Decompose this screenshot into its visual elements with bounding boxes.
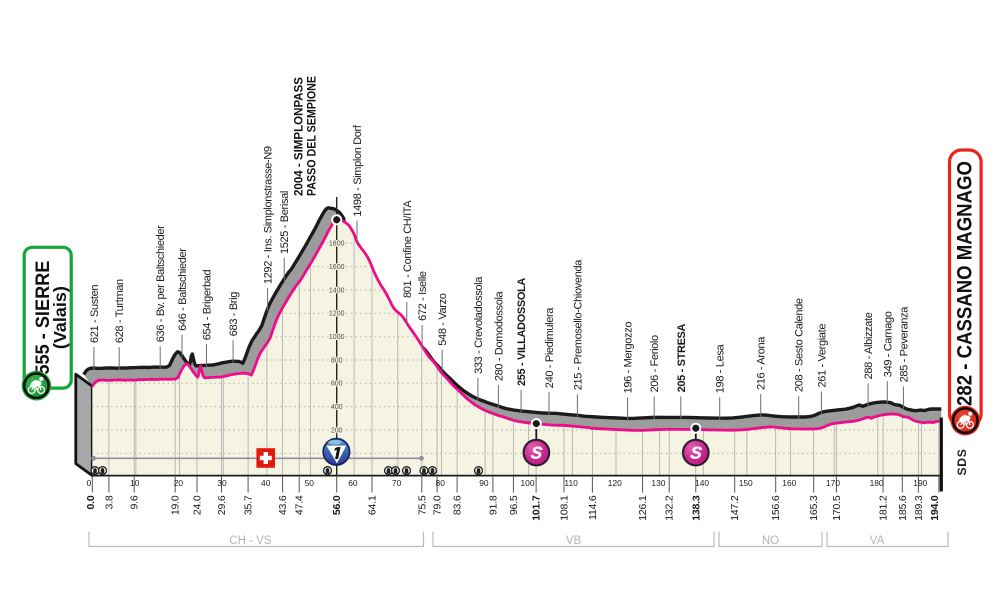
svg-text:110: 110 <box>564 478 578 488</box>
svg-text:35.7: 35.7 <box>243 495 255 515</box>
svg-text:240 - Piedimulera: 240 - Piedimulera <box>544 307 556 388</box>
svg-text:600: 600 <box>331 381 343 388</box>
svg-text:150: 150 <box>739 478 753 488</box>
svg-text:208 - Sesto Calende: 208 - Sesto Calende <box>794 298 806 392</box>
svg-text:181.2: 181.2 <box>878 495 890 521</box>
svg-text:196 - Mergozzo: 196 - Mergozzo <box>623 322 635 394</box>
svg-text:NO: NO <box>762 535 779 547</box>
svg-text:PASSO DEL SEMPIONE: PASSO DEL SEMPIONE <box>305 76 319 196</box>
svg-text:1600: 1600 <box>329 264 345 271</box>
svg-text:801 - Confine CH/ITA: 801 - Confine CH/ITA <box>402 200 414 298</box>
svg-text:30: 30 <box>217 478 227 488</box>
svg-text:621 - Susten: 621 - Susten <box>89 285 101 343</box>
svg-text:216 - Arona: 216 - Arona <box>756 336 768 390</box>
svg-text:180: 180 <box>870 478 884 488</box>
svg-text:654 - Brigerbad: 654 - Brigerbad <box>202 269 214 340</box>
svg-text:19.0: 19.0 <box>170 495 182 515</box>
svg-text:170.5: 170.5 <box>831 495 843 521</box>
svg-text:120: 120 <box>608 478 622 488</box>
svg-text:548 - Varzo: 548 - Varzo <box>437 293 449 345</box>
svg-text:282 - CASSANO MAGNAGO: 282 - CASSANO MAGNAGO <box>954 161 977 406</box>
svg-text:108.1: 108.1 <box>559 495 571 521</box>
svg-text:1292 - Ins. Simplonstrasse-N9: 1292 - Ins. Simplonstrasse-N9 <box>263 146 275 284</box>
svg-text:130: 130 <box>651 478 665 488</box>
svg-text:138.3: 138.3 <box>690 495 702 521</box>
svg-text:400: 400 <box>331 404 343 411</box>
svg-text:215 - Premosello-Chiovenda: 215 - Premosello-Chiovenda <box>572 259 584 391</box>
svg-text:1400: 1400 <box>329 287 345 294</box>
svg-text:198 - Lesa: 198 - Lesa <box>715 343 727 393</box>
svg-text:2004 - SIMPLONPASS: 2004 - SIMPLONPASS <box>292 77 306 196</box>
svg-text:628 - Turtman: 628 - Turtman <box>114 279 126 343</box>
svg-text:0: 0 <box>87 478 92 488</box>
svg-text:20: 20 <box>174 478 184 488</box>
svg-text:SDS: SDS <box>955 449 969 476</box>
svg-text:10: 10 <box>130 478 140 488</box>
svg-text:683 - Brig: 683 - Brig <box>228 292 240 336</box>
svg-text:636 - Bv. per Baltschieder: 636 - Bv. per Baltschieder <box>155 225 167 342</box>
svg-text:1000: 1000 <box>329 334 345 341</box>
svg-text:0.0: 0.0 <box>85 495 97 509</box>
svg-text:114.6: 114.6 <box>587 495 599 520</box>
svg-text:800: 800 <box>331 357 343 364</box>
svg-text:140: 140 <box>695 478 709 488</box>
svg-text:288 - Albizzate: 288 - Albizzate <box>863 312 875 379</box>
svg-text:9.6: 9.6 <box>129 495 141 509</box>
svg-text:1498 - Simplon Dorf: 1498 - Simplon Dorf <box>352 124 364 216</box>
svg-text:(Valais): (Valais) <box>50 286 70 349</box>
svg-text:205 - STRESA: 205 - STRESA <box>676 323 688 392</box>
svg-text:79.0: 79.0 <box>432 495 444 515</box>
svg-text:CH - VS: CH - VS <box>229 535 272 547</box>
svg-text:VA: VA <box>870 535 885 547</box>
svg-text:70: 70 <box>392 478 402 488</box>
svg-text:132.2: 132.2 <box>664 495 676 521</box>
svg-text:285 - Peveranza: 285 - Peveranza <box>898 306 910 383</box>
svg-text:190: 190 <box>913 478 927 488</box>
svg-text:80: 80 <box>436 478 446 488</box>
svg-text:96.5: 96.5 <box>508 495 520 515</box>
svg-text:83.6: 83.6 <box>452 495 464 515</box>
svg-text:156.6: 156.6 <box>770 495 782 521</box>
svg-text:50: 50 <box>305 478 315 488</box>
svg-text:206 - Feriolo: 206 - Feriolo <box>649 335 661 392</box>
svg-text:S: S <box>530 444 544 463</box>
svg-text:29.6: 29.6 <box>216 495 228 515</box>
svg-text:646 - Baltschieder: 646 - Baltschieder <box>177 248 189 331</box>
svg-text:160: 160 <box>782 478 796 488</box>
svg-text:91.8: 91.8 <box>487 495 499 515</box>
svg-text:200: 200 <box>331 427 343 434</box>
svg-text:333 - Crevoladossola: 333 - Crevoladossola <box>473 276 485 374</box>
svg-text:185.6: 185.6 <box>897 495 909 521</box>
svg-text:S: S <box>689 444 703 463</box>
svg-text:165.3: 165.3 <box>808 495 820 521</box>
svg-text:194.0: 194.0 <box>929 495 941 521</box>
svg-text:672 - Iselle: 672 - Iselle <box>417 271 429 321</box>
svg-text:1525 - Berisal: 1525 - Berisal <box>279 191 291 254</box>
svg-text:100: 100 <box>521 478 535 488</box>
svg-text:3.8: 3.8 <box>103 495 115 509</box>
svg-text:1200: 1200 <box>329 311 345 318</box>
svg-text:280 - Domodossola: 280 - Domodossola <box>493 290 505 381</box>
svg-text:101.7: 101.7 <box>531 495 543 521</box>
svg-text:24.0: 24.0 <box>192 495 204 515</box>
svg-text:VB: VB <box>566 535 582 547</box>
svg-text:170: 170 <box>826 478 840 488</box>
svg-text:75.5: 75.5 <box>416 495 428 515</box>
svg-text:56.0: 56.0 <box>331 495 343 515</box>
svg-text:255 - VILLADOSSOLA: 255 - VILLADOSSOLA <box>516 278 528 386</box>
svg-text:43.6: 43.6 <box>277 495 289 515</box>
svg-text:60: 60 <box>348 478 358 488</box>
svg-text:261 - Vergiate: 261 - Vergiate <box>816 324 828 388</box>
svg-text:47.4: 47.4 <box>294 495 306 515</box>
svg-text:40: 40 <box>261 478 271 488</box>
svg-text:555 - SIERRE: 555 - SIERRE <box>32 261 54 375</box>
svg-text:126.1: 126.1 <box>637 495 649 521</box>
svg-text:90: 90 <box>479 478 489 488</box>
svg-text:64.1: 64.1 <box>367 495 379 515</box>
svg-text:1800: 1800 <box>329 241 345 248</box>
svg-text:147.2: 147.2 <box>729 495 741 521</box>
svg-text:349 - Carnago: 349 - Carnago <box>882 311 894 377</box>
svg-text:189.3: 189.3 <box>913 495 925 521</box>
